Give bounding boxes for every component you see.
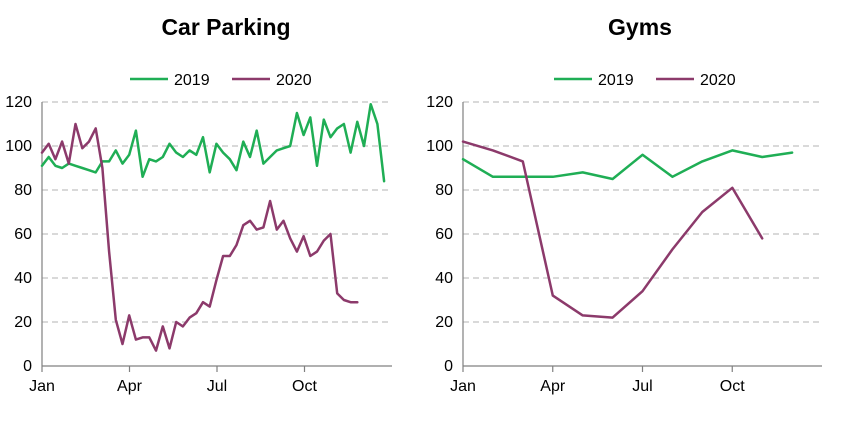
y-tick-label: 80: [14, 182, 32, 199]
x-tick-label: Apr: [540, 378, 566, 395]
x-tick-label: Jul: [207, 378, 227, 395]
series-line-2020: [40, 122, 359, 352]
y-tick-label: 60: [14, 226, 32, 243]
y-tick-label: 100: [5, 138, 32, 155]
chart-title: Car Parking: [161, 14, 290, 40]
y-tick-label: 120: [5, 94, 32, 111]
y-tick-label: 0: [23, 358, 32, 375]
series-lines: [40, 102, 386, 352]
x-tick-label: Oct: [720, 378, 745, 395]
y-tick-label: 60: [435, 226, 453, 243]
x-axis-ticks: Jan Apr Jul Oct: [29, 366, 318, 395]
y-tick-label: 20: [435, 314, 453, 331]
legend-label-2019: 2019: [598, 72, 634, 89]
x-tick-label: Apr: [117, 378, 143, 395]
x-axis-ticks: Jan Apr Jul Oct: [450, 366, 745, 395]
x-tick-label: Oct: [292, 378, 317, 395]
x-tick-label: Jan: [450, 378, 476, 395]
y-tick-label: 40: [14, 270, 32, 287]
x-tick-label: Jul: [632, 378, 652, 395]
gyms-chart: Gyms 2019 2020 0 20 40 60 80 100 120 Jan Apr Jul…: [426, 14, 822, 395]
legend-label-2019: 2019: [174, 72, 210, 89]
y-tick-label: 40: [435, 270, 453, 287]
gridlines: [462, 101, 822, 367]
y-tick-label: 100: [426, 138, 453, 155]
y-tick-label: 120: [426, 94, 453, 111]
y-tick-label: 80: [435, 182, 453, 199]
series-lines: [461, 140, 794, 319]
chart-title: Gyms: [608, 14, 672, 40]
car-parking-chart: Car Parking 2019 2020 0 20 40 60 80 100 120 Ja…: [5, 14, 392, 395]
y-axis-ticks: 0 20 40 60 80 100 120: [5, 94, 32, 375]
y-tick-label: 0: [444, 358, 453, 375]
x-tick-label: Jan: [29, 378, 55, 395]
legend-label-2020: 2020: [700, 72, 736, 89]
legend-label-2020: 2020: [276, 72, 312, 89]
y-axis-ticks: 0 20 40 60 80 100 120: [426, 94, 453, 375]
legend: 2019 2020: [554, 72, 736, 89]
y-tick-label: 20: [14, 314, 32, 331]
series-line-2019: [461, 149, 794, 181]
series-line-2020: [461, 140, 764, 319]
series-line-2019: [40, 102, 386, 183]
legend: 2019 2020: [130, 72, 312, 89]
gridlines: [41, 101, 392, 367]
